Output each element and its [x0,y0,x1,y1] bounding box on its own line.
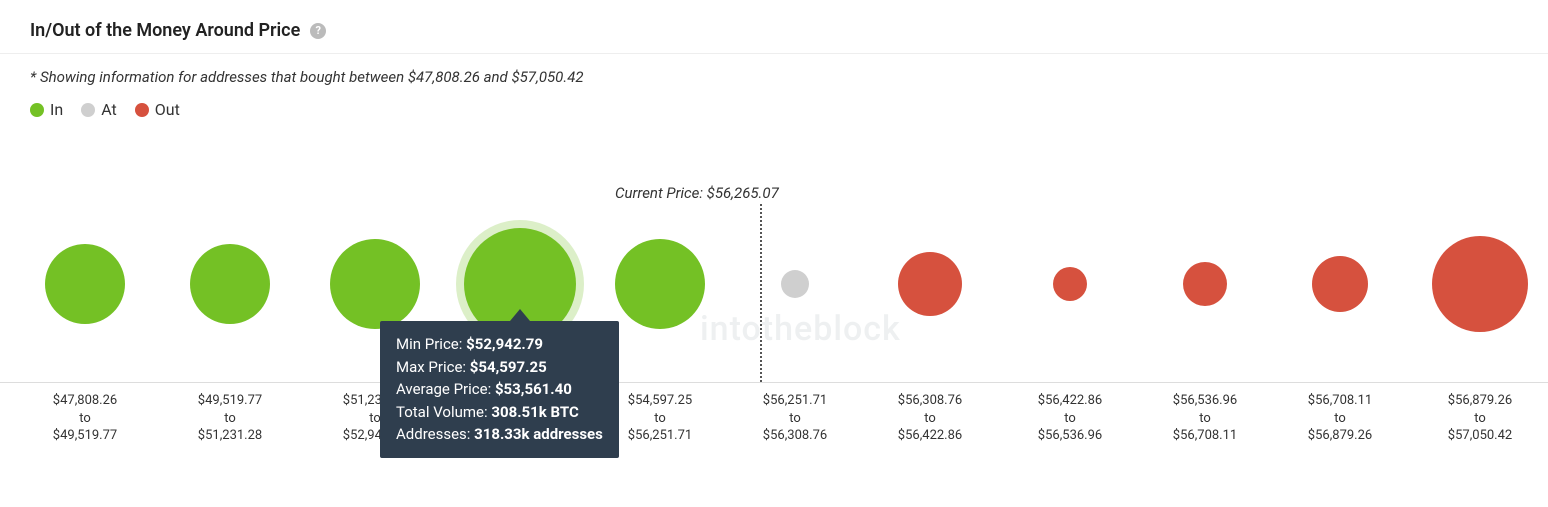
x-axis-label: $56,251.71to$56,308.76 [763,392,827,445]
x-axis-label: $56,422.86to$56,536.96 [1038,392,1102,445]
x-axis-label: $47,808.26to$49,519.77 [53,392,117,445]
legend-dot-out [135,103,149,117]
x-axis-label: $56,308.76to$56,422.86 [898,392,962,445]
range-note: * Showing information for addresses that… [0,54,1548,90]
legend-label-at: At [101,100,117,119]
x-axis-label: $49,519.77to$51,231.28 [198,392,262,445]
bubble-in[interactable] [45,244,125,324]
legend-label-out: Out [155,100,180,119]
legend: In At Out [0,90,1548,119]
legend-item-at[interactable]: At [81,100,117,119]
legend-item-in[interactable]: In [30,100,63,119]
chart-panel: In/Out of the Money Around Price ? * Sho… [0,0,1548,507]
x-axis-label: $54,597.25to$56,251.71 [628,392,692,445]
legend-dot-at [81,103,95,117]
bubble-out[interactable] [1183,262,1227,306]
tooltip-row: Max Price: $54,597.25 [396,356,603,379]
legend-label-in: In [50,100,63,119]
legend-item-out[interactable]: Out [135,100,180,119]
x-axis-label: $56,536.96to$56,708.11 [1173,392,1237,445]
bubble-in[interactable] [190,244,270,324]
tooltip-row: Addresses: 318.33k addresses [396,423,603,446]
current-price-line [760,204,762,382]
current-price-label: Current Price: $56,265.07 [615,184,779,202]
bubble-out[interactable] [1312,256,1368,312]
bubble-in[interactable] [615,239,705,329]
bubble-out[interactable] [898,252,962,316]
watermark: intotheblock [700,309,901,349]
tooltip-arrow [510,309,530,321]
x-axis: $47,808.26to$49,519.77 $49,519.77to$51,23… [0,382,1548,443]
legend-dot-in [30,103,44,117]
tooltip-row: Min Price: $52,942.79 [396,333,603,356]
bubble-out[interactable] [1053,267,1087,301]
x-axis-label: $56,708.11to$56,879.26 [1308,392,1372,445]
chart-area: intotheblock Current Price: $56,265.07 $47… [0,149,1548,469]
tooltip-row: Total Volume: 308.51k BTC [396,401,603,424]
bubble-in[interactable] [330,239,420,329]
bubble-out[interactable] [1432,236,1528,332]
tooltip-row: Average Price: $53,561.40 [396,378,603,401]
panel-title: In/Out of the Money Around Price [30,20,300,41]
help-icon[interactable]: ? [310,23,326,39]
tooltip: Min Price: $52,942.79Max Price: $54,597.… [380,321,619,458]
bubble-at[interactable] [781,270,809,298]
panel-header: In/Out of the Money Around Price ? [0,0,1548,53]
x-axis-label: $56,879.26to$57,050.42 [1448,392,1512,445]
